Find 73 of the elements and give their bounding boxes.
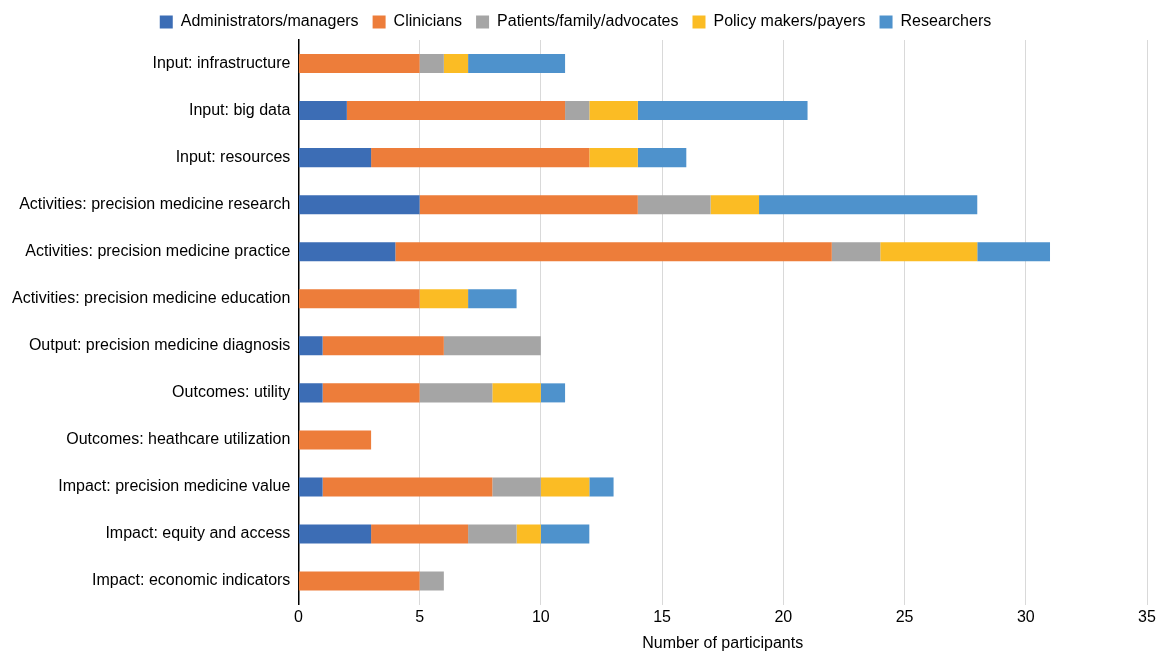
bar	[371, 148, 590, 168]
bar	[492, 477, 541, 497]
bar	[419, 54, 444, 74]
bar	[298, 148, 372, 168]
bar	[468, 524, 517, 544]
y-tick-label: Impact: precision medicine value	[58, 477, 291, 495]
bar	[298, 383, 323, 403]
bar	[346, 101, 566, 121]
y-tick-label: Activities: precision medicine practice	[25, 242, 291, 260]
bar	[395, 242, 832, 262]
bar	[298, 101, 347, 121]
bar	[322, 336, 444, 356]
bar	[419, 571, 444, 591]
x-axis-title: Number of participants	[642, 633, 804, 651]
bar	[977, 242, 1051, 262]
bar	[759, 195, 978, 215]
bar	[298, 430, 372, 450]
bar	[298, 477, 323, 497]
legend-label: Patients/family/advocates	[497, 12, 679, 30]
bar	[419, 289, 469, 309]
x-tick-label: 20	[774, 607, 793, 625]
legend-label: Clinicians	[393, 12, 463, 30]
bar	[710, 195, 760, 215]
bar	[298, 242, 396, 262]
x-tick-label: 25	[895, 607, 914, 625]
x-tick-label: 5	[415, 607, 425, 625]
y-tick-label: Activities: precision medicine research	[19, 195, 291, 213]
bar	[443, 336, 541, 356]
bar	[298, 289, 420, 309]
bar	[322, 383, 420, 403]
legend-label: Policy makers/payers	[713, 12, 866, 30]
x-tick-label: 30	[1016, 607, 1035, 625]
y-tick-label: Input: big data	[188, 100, 291, 118]
bar	[589, 101, 638, 121]
bar	[637, 195, 711, 215]
bar	[298, 195, 420, 215]
bar	[831, 242, 881, 262]
y-tick-label: Output: precision medicine diagnosis	[28, 336, 291, 354]
y-tick-label: Activities: precision medicine education	[12, 289, 291, 307]
bar	[565, 101, 590, 121]
bar	[371, 524, 469, 544]
bar	[322, 477, 493, 497]
bar	[298, 54, 420, 74]
y-tick-label: Impact: economic indicators	[92, 571, 291, 589]
legend-label: Researchers	[900, 12, 992, 30]
y-tick-label: Outcomes: utility	[172, 383, 291, 401]
bar	[637, 101, 808, 121]
x-tick-label: 35	[1138, 607, 1156, 625]
bar	[419, 383, 493, 403]
bar	[589, 477, 614, 497]
bar	[540, 477, 590, 497]
bar	[468, 289, 517, 309]
y-tick-label: Input: infrastructure	[152, 53, 291, 71]
bar	[589, 148, 638, 168]
bar	[298, 524, 372, 544]
bar	[419, 195, 638, 215]
bar	[516, 524, 541, 544]
y-tick-label: Impact: equity and access	[105, 524, 291, 542]
bar	[468, 54, 566, 74]
x-tick-label: 15	[653, 607, 672, 625]
y-tick-label: Outcomes: heathcare utilization	[66, 430, 291, 448]
x-tick-label: 10	[531, 607, 550, 625]
bar	[540, 383, 566, 403]
bar	[298, 336, 323, 356]
bar	[540, 524, 590, 544]
x-tick-label: 0	[293, 607, 303, 625]
bar	[443, 54, 469, 74]
bar	[880, 242, 978, 262]
y-tick-label: Input: resources	[175, 148, 291, 166]
bar	[637, 148, 687, 168]
bar	[298, 571, 420, 591]
legend-label: Administrators/managers	[180, 12, 359, 30]
bar	[492, 383, 541, 403]
